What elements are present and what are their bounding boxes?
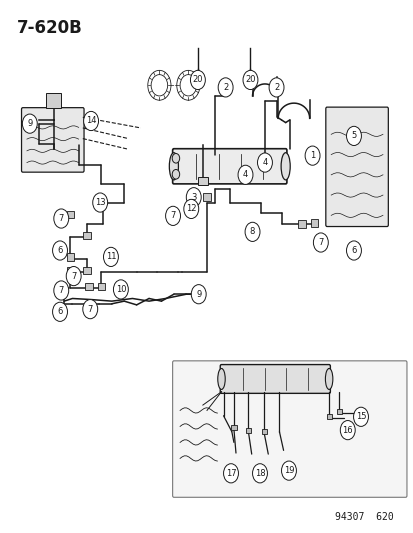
Circle shape — [54, 209, 69, 228]
Text: 5: 5 — [351, 132, 356, 140]
Bar — [46, 93, 61, 108]
Circle shape — [346, 241, 361, 260]
Text: 16: 16 — [342, 426, 352, 434]
Circle shape — [186, 188, 201, 207]
Text: 6: 6 — [57, 246, 62, 255]
Text: 7: 7 — [170, 212, 175, 220]
Circle shape — [190, 70, 205, 90]
Circle shape — [66, 266, 81, 286]
Circle shape — [52, 302, 67, 321]
Text: 20: 20 — [244, 76, 255, 84]
Ellipse shape — [217, 368, 225, 390]
FancyBboxPatch shape — [172, 149, 286, 184]
Circle shape — [165, 206, 180, 225]
Ellipse shape — [172, 169, 179, 179]
Circle shape — [83, 300, 97, 319]
Text: 4: 4 — [242, 171, 247, 179]
Text: 1: 1 — [309, 151, 314, 160]
Text: 9: 9 — [27, 119, 32, 128]
Circle shape — [83, 111, 98, 131]
Text: 15: 15 — [355, 413, 366, 421]
Circle shape — [54, 281, 69, 300]
Ellipse shape — [280, 152, 290, 180]
Circle shape — [52, 241, 67, 260]
Bar — [326, 414, 331, 419]
Circle shape — [257, 153, 272, 172]
Text: 19: 19 — [283, 466, 294, 475]
Bar — [310, 219, 318, 227]
Bar — [66, 253, 74, 261]
Ellipse shape — [169, 152, 178, 180]
Text: 17: 17 — [225, 469, 236, 478]
Circle shape — [353, 407, 368, 426]
Circle shape — [113, 280, 128, 299]
Circle shape — [218, 78, 233, 97]
FancyBboxPatch shape — [325, 107, 387, 227]
Text: 6: 6 — [57, 308, 62, 316]
Circle shape — [191, 285, 206, 304]
Bar — [83, 232, 90, 239]
Text: 7-620B: 7-620B — [17, 19, 82, 37]
Circle shape — [281, 461, 296, 480]
Text: 11: 11 — [105, 253, 116, 261]
Text: 10: 10 — [115, 285, 126, 294]
Bar — [231, 425, 236, 430]
Text: 7: 7 — [59, 286, 64, 295]
Bar — [261, 429, 266, 434]
Text: 7: 7 — [88, 305, 93, 313]
Circle shape — [93, 193, 107, 212]
Text: 7: 7 — [318, 238, 323, 247]
Circle shape — [339, 421, 354, 440]
Circle shape — [252, 464, 267, 483]
Circle shape — [183, 199, 198, 219]
Text: 4: 4 — [262, 158, 267, 167]
Circle shape — [313, 233, 328, 252]
Circle shape — [244, 222, 259, 241]
Text: 18: 18 — [254, 469, 265, 478]
Circle shape — [304, 146, 319, 165]
FancyBboxPatch shape — [21, 108, 84, 172]
Bar — [203, 193, 210, 201]
Bar — [83, 267, 90, 274]
Text: 14: 14 — [85, 117, 96, 125]
Text: 2: 2 — [273, 83, 278, 92]
Bar — [66, 211, 74, 218]
Circle shape — [268, 78, 283, 97]
Text: 6: 6 — [351, 246, 356, 255]
Bar — [66, 267, 74, 274]
Text: 94307  620: 94307 620 — [334, 512, 393, 522]
Text: 8: 8 — [249, 228, 254, 236]
Circle shape — [22, 114, 37, 133]
Bar — [336, 409, 342, 414]
Circle shape — [346, 126, 361, 146]
Text: 7: 7 — [71, 272, 76, 280]
Bar — [85, 283, 93, 290]
Circle shape — [237, 165, 252, 184]
Text: 20: 20 — [192, 76, 203, 84]
Circle shape — [242, 70, 257, 90]
Bar — [197, 177, 207, 185]
Text: 2: 2 — [223, 83, 228, 92]
Circle shape — [223, 464, 238, 483]
Bar — [170, 209, 177, 217]
Bar — [298, 220, 305, 228]
FancyBboxPatch shape — [220, 365, 330, 393]
Text: 13: 13 — [95, 198, 105, 207]
Circle shape — [103, 247, 118, 266]
Bar — [245, 428, 251, 433]
FancyBboxPatch shape — [172, 361, 406, 497]
Text: 7: 7 — [59, 214, 64, 223]
Ellipse shape — [325, 368, 332, 390]
Text: 12: 12 — [185, 205, 196, 213]
Text: 9: 9 — [196, 290, 201, 298]
Bar — [97, 283, 105, 290]
Ellipse shape — [172, 154, 179, 163]
Text: 3: 3 — [191, 193, 196, 201]
